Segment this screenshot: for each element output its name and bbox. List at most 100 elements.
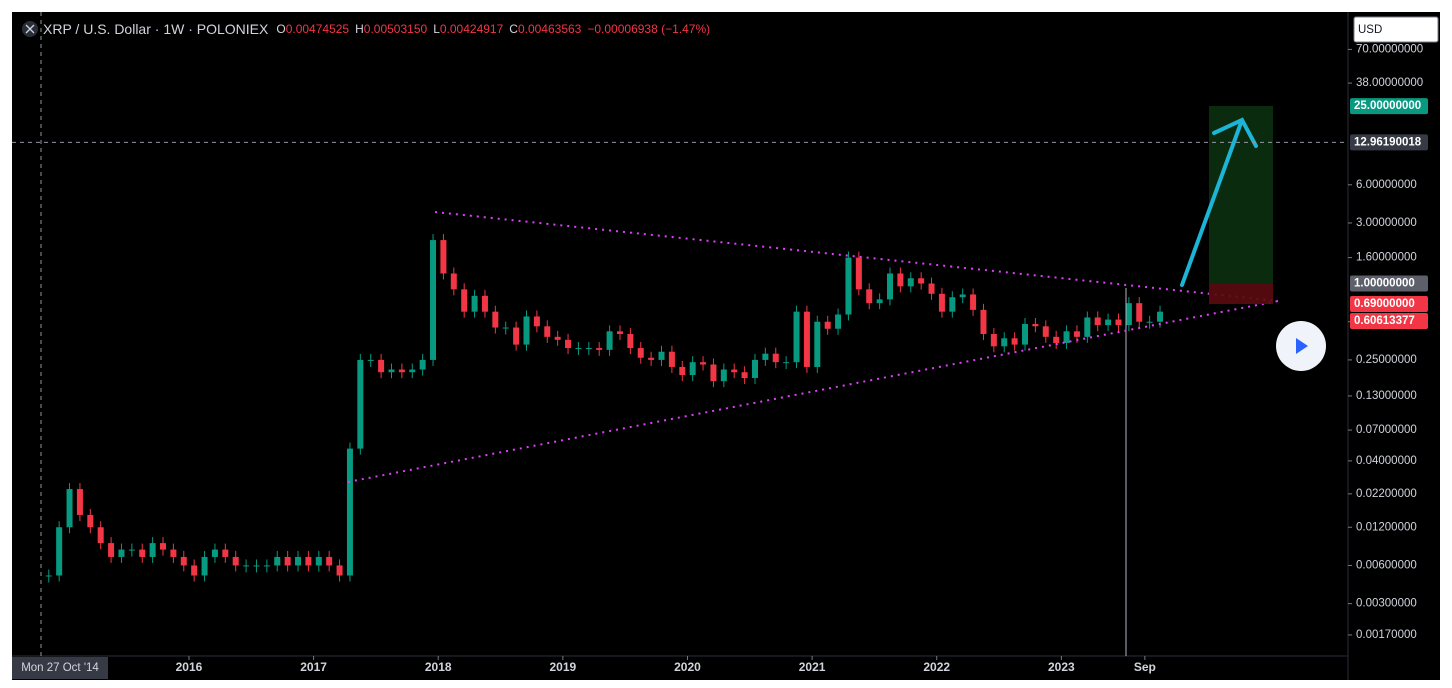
candle-body <box>731 369 738 373</box>
candle-body <box>700 362 707 365</box>
candle-body <box>762 353 769 360</box>
ohlc-value: 0.00503150 <box>364 22 428 36</box>
candle-body <box>1146 321 1153 323</box>
crosshair-label: Mon 27 Oct '14 <box>21 662 99 674</box>
price-marker <box>1350 312 1428 329</box>
x-tick-label: 2021 <box>799 660 826 674</box>
candle-body <box>45 575 52 577</box>
candle-body <box>1115 319 1122 326</box>
candle-body <box>87 514 94 528</box>
candle-body <box>211 549 218 557</box>
candle-body <box>336 565 343 576</box>
y-tick-label: 0.25000000 <box>1356 354 1417 366</box>
candle-body <box>596 348 603 350</box>
candle-body <box>949 297 956 312</box>
candle-body <box>928 283 935 294</box>
candle-body <box>222 549 229 557</box>
y-tick-label: 70.00000000 <box>1356 43 1423 55</box>
candle-body <box>616 331 623 335</box>
candle-body <box>201 556 208 576</box>
candle-body <box>243 565 250 567</box>
candle-body <box>461 289 468 312</box>
candle-body <box>855 257 862 290</box>
change: −0.00006938 (−1.47%) <box>587 22 710 36</box>
candle-body <box>710 364 717 382</box>
candle-body <box>1136 303 1143 322</box>
x-tick-label: 2019 <box>549 660 576 674</box>
ohlc-key: C <box>509 22 518 36</box>
candle-body <box>409 369 416 373</box>
currency-box[interactable] <box>1353 16 1439 43</box>
candle-body <box>554 336 561 340</box>
candle-body <box>180 556 187 566</box>
y-tick-label: 3.00000000 <box>1356 217 1417 229</box>
ohlc-value: 0.00463563 <box>518 22 582 36</box>
candle-body <box>274 556 281 566</box>
ohlc-key: O <box>276 22 285 36</box>
candle-body <box>793 311 800 363</box>
candle-body <box>170 549 177 557</box>
chart-background <box>12 12 1440 680</box>
candle-body <box>606 331 613 350</box>
candle-body <box>128 549 135 551</box>
candle-body <box>648 357 655 360</box>
candle-body <box>959 294 966 298</box>
candle-body <box>357 359 364 449</box>
header: XRP / U.S. Dollar · 1W · POLONIEX O0.0047… <box>43 21 710 37</box>
candle-body <box>232 556 239 566</box>
candle-body <box>824 321 831 329</box>
candle-body <box>668 351 675 367</box>
candle-body <box>814 321 821 367</box>
ohlc-key: H <box>355 22 364 36</box>
candle-body <box>637 348 644 358</box>
crosshair-label-box <box>12 657 108 679</box>
candle-body <box>398 369 405 373</box>
candle-body <box>1042 326 1049 337</box>
play-icon <box>1296 338 1308 354</box>
y-tick-label: 6.00000000 <box>1356 179 1417 191</box>
ohlc-value: 0.00474525 <box>286 22 350 36</box>
candle-body <box>565 339 572 349</box>
candle-body <box>305 556 312 566</box>
price-marker-label: 1.00000000 <box>1354 278 1415 290</box>
close-icon <box>25 24 35 34</box>
candle-body <box>533 316 540 327</box>
price-marker-label: 25.00000000 <box>1354 100 1421 112</box>
x-tick-label: 2016 <box>176 660 203 674</box>
candle-body <box>326 556 333 566</box>
candle-body <box>139 549 146 557</box>
candle-body <box>523 316 530 345</box>
y-tick-label: 0.13000000 <box>1356 390 1417 402</box>
y-tick-label: 0.01200000 <box>1356 521 1417 533</box>
y-tick-label: 0.04000000 <box>1356 455 1417 467</box>
candle-body <box>1094 317 1101 326</box>
candle-body <box>980 309 987 335</box>
candle-body <box>440 240 447 274</box>
candle-body <box>627 334 634 349</box>
candle-body <box>471 295 478 312</box>
arrow <box>1180 117 1258 287</box>
candle-body <box>658 351 665 360</box>
candle-body <box>679 366 686 376</box>
candle-body <box>191 565 198 576</box>
candle-body <box>751 359 758 379</box>
candle-body <box>1032 323 1039 327</box>
x-tick-label: Sep <box>1134 660 1156 674</box>
candle-body <box>845 257 852 315</box>
candle-body <box>720 369 727 382</box>
candle-body <box>1011 338 1018 345</box>
stop-zone <box>1209 284 1273 304</box>
y-tick-label: 38.00000000 <box>1356 77 1423 89</box>
candle-body <box>866 289 873 304</box>
ohlc-key: L <box>433 22 440 36</box>
candle-body <box>1022 323 1029 345</box>
candle-body <box>1105 319 1112 326</box>
candle-body <box>741 372 748 379</box>
x-tick-label: 2022 <box>923 660 950 674</box>
candle-body <box>1157 311 1164 322</box>
candle-body <box>315 556 322 566</box>
candle-body <box>378 359 385 373</box>
price-marker-label: 0.69000000 <box>1354 298 1415 310</box>
